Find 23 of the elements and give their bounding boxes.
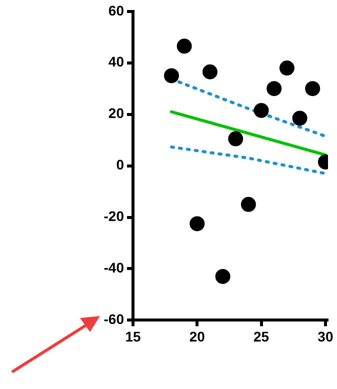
y-tick-label: 40 — [108, 54, 124, 70]
y-tick-label: -60 — [104, 311, 124, 328]
point — [292, 110, 308, 126]
point — [164, 68, 179, 84]
point — [228, 131, 244, 146]
point — [279, 60, 294, 76]
y-tick-label: -20 — [104, 208, 124, 224]
point — [254, 102, 269, 118]
point — [305, 81, 320, 96]
y-tick-label: 0 — [116, 156, 124, 173]
point — [215, 268, 230, 284]
y-tick-label: 60 — [108, 2, 124, 18]
point — [190, 216, 205, 232]
x-tick-label: 20 — [189, 328, 206, 344]
x-tick-label: 15 — [125, 328, 141, 344]
x-tick-label: 25 — [254, 328, 270, 344]
y-tick-label: -40 — [104, 260, 124, 276]
point — [240, 196, 256, 212]
x-tick-label: 30 — [318, 328, 334, 344]
point — [266, 81, 282, 96]
point — [176, 38, 192, 54]
point — [202, 64, 218, 80]
y-tick-label: 20 — [108, 105, 124, 122]
